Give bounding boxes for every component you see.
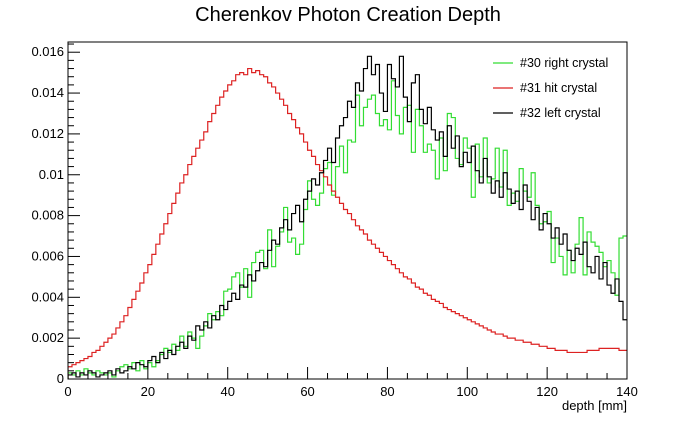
x-tick-label: 20 (141, 384, 155, 399)
legend-label-2: #31 hit crystal (520, 81, 597, 95)
y-tick-label: 0 (57, 371, 64, 386)
y-tick-label: 0.012 (31, 126, 64, 141)
legend-label-3: #32 left crystal (520, 106, 601, 120)
x-tick-label: 60 (300, 384, 314, 399)
y-tick-label: 0.004 (31, 289, 64, 304)
x-tick-label: 80 (380, 384, 394, 399)
chart-title: Cherenkov Photon Creation Depth (195, 4, 501, 26)
x-tick-label: 0 (64, 384, 71, 399)
y-tick-label: 0.008 (31, 208, 64, 223)
x-axis-label: depth [mm] (562, 398, 627, 413)
series-line-2 (68, 67, 627, 379)
y-tick-label: 0.016 (31, 44, 64, 59)
legend: #30 right crystal #31 hit crystal #32 left… (493, 56, 608, 120)
y-tick-label: 0.002 (31, 330, 64, 345)
x-tick-label: 120 (536, 384, 558, 399)
y-tick-label: 0.006 (31, 248, 64, 263)
series-layer (68, 55, 627, 379)
y-tick-label: 0.01 (39, 167, 64, 182)
y-tick-label: 0.014 (31, 85, 64, 100)
x-tick-label: 140 (616, 384, 638, 399)
x-tick-label: 40 (220, 384, 234, 399)
series-line-3 (68, 55, 627, 379)
axes-layer: 0 20 40 60 80 100 120 140 0 0.002 0.004 0.006 0.008 0… (31, 41, 638, 413)
legend-label-1: #30 right crystal (520, 56, 608, 70)
x-tick-label: 100 (456, 384, 478, 399)
